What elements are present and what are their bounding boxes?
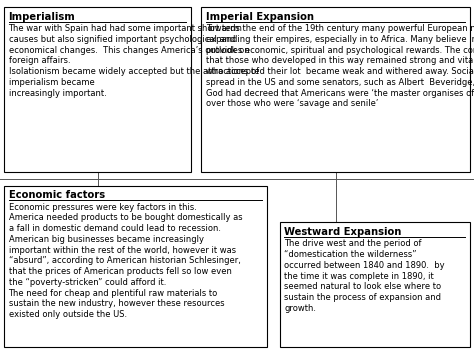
FancyBboxPatch shape bbox=[4, 7, 191, 172]
Text: Towards the end of the 19th century many powerful European nations were
expandin: Towards the end of the 19th century many… bbox=[206, 24, 474, 108]
Text: Imperial Expansion: Imperial Expansion bbox=[206, 12, 314, 22]
FancyBboxPatch shape bbox=[201, 7, 470, 172]
FancyBboxPatch shape bbox=[280, 222, 470, 347]
Text: The war with Spain had had some important short term
causes but also signified i: The war with Spain had had some importan… bbox=[9, 24, 259, 98]
FancyBboxPatch shape bbox=[4, 186, 267, 347]
Text: Imperialism: Imperialism bbox=[9, 12, 75, 22]
Text: Westward Expansion: Westward Expansion bbox=[284, 227, 402, 237]
Text: Economic pressures were key factors in this.
America needed products to be bough: Economic pressures were key factors in t… bbox=[9, 203, 242, 319]
Text: The drive west and the period of
“domestication the wilderness”
occurred between: The drive west and the period of “domest… bbox=[284, 239, 445, 313]
Text: Economic factors: Economic factors bbox=[9, 190, 105, 200]
